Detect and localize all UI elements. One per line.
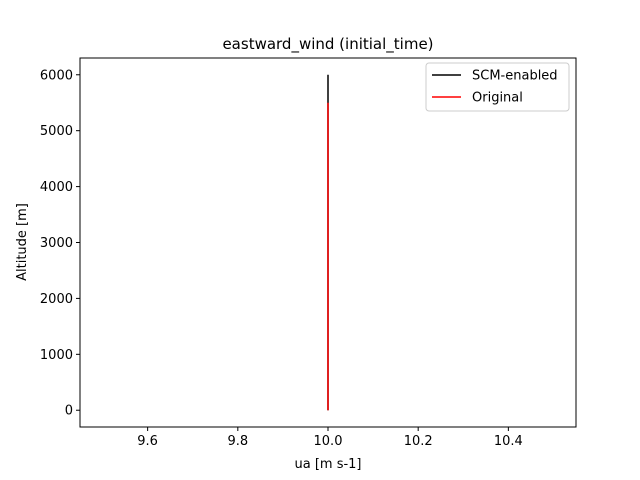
x-axis-ticks: 9.6 9.8 10.0 10.2 10.4 xyxy=(137,427,523,449)
y-tick-label: 4000 xyxy=(40,180,73,195)
y-tick-label: 3000 xyxy=(40,236,73,251)
y-tick-label: 0 xyxy=(65,404,73,419)
legend-box xyxy=(425,62,570,112)
x-tick-label: 10.4 xyxy=(494,434,523,449)
y-tick-label: 6000 xyxy=(40,68,73,83)
x-tick-label: 9.8 xyxy=(227,434,248,449)
y-tick-label: 1000 xyxy=(40,348,73,363)
y-tick-label: 5000 xyxy=(40,124,73,139)
x-tick-label: 9.6 xyxy=(137,434,158,449)
chart-title: eastward_wind (initial_time) xyxy=(222,35,433,54)
x-tick-label: 10.2 xyxy=(404,434,433,449)
legend: SCM-enabled Original xyxy=(425,62,570,112)
y-axis-label: Altitude [m] xyxy=(15,203,30,281)
x-tick-label: 10.0 xyxy=(314,434,343,449)
legend-label: Original xyxy=(472,91,523,106)
y-tick-label: 2000 xyxy=(40,292,73,307)
y-axis-ticks: 0 1000 2000 3000 4000 5000 6000 xyxy=(40,68,80,419)
legend-label: SCM-enabled xyxy=(472,69,558,84)
x-axis-label: ua [m s-1] xyxy=(294,457,361,472)
